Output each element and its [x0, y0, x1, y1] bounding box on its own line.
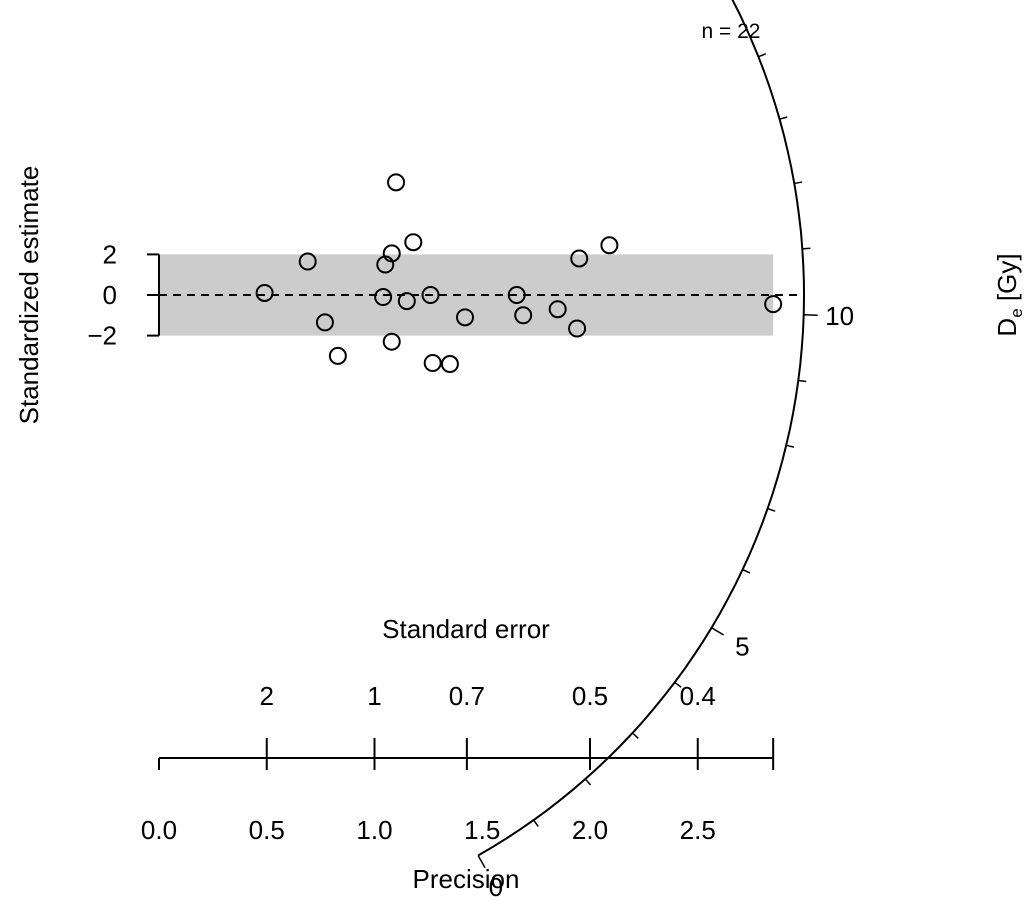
z-axis-major-tick	[711, 627, 724, 636]
precision-tick-label: 0.0	[141, 815, 177, 845]
data-point	[328, 346, 347, 365]
precision-tick-label: 0.5	[249, 815, 285, 845]
z-tick-label: 0	[489, 872, 503, 902]
data-point	[764, 295, 783, 314]
data-point	[423, 354, 442, 373]
z-axis-arc	[477, 0, 806, 857]
data-point	[404, 233, 423, 252]
precision-tick-label: 2.0	[572, 815, 608, 845]
data-point	[440, 355, 459, 374]
data-point	[255, 283, 274, 302]
z-tick-label: 5	[735, 631, 749, 661]
data-point	[507, 286, 526, 304]
y-tick-label: −2	[87, 321, 117, 351]
data-point	[382, 244, 401, 263]
z-axis-minor-tick	[802, 247, 811, 250]
data-point	[600, 236, 619, 255]
precision-tick-label: 1.5	[464, 815, 500, 845]
standard-error-tick-label: 0.4	[680, 681, 716, 711]
z-axis-title-main: D	[992, 318, 1022, 337]
precision-tick-label: 2.5	[680, 815, 716, 845]
n-label: n = 22	[702, 20, 761, 43]
data-point	[514, 306, 533, 325]
z-axis-major-tick	[477, 855, 486, 869]
data-point	[548, 300, 567, 319]
z-axis-minor-tick	[584, 778, 592, 786]
z-axis-title-subscript: e	[1007, 308, 1026, 317]
standard-error-tick-label: 0.7	[449, 681, 485, 711]
standard-error-tick-label: 0.5	[572, 681, 608, 711]
data-point	[421, 286, 440, 304]
standard-error-tick-label: 2	[260, 681, 274, 711]
z-axis-minor-tick	[798, 379, 807, 383]
data-point	[397, 292, 416, 311]
y-axis-title: Standardized estimate	[14, 166, 44, 425]
z-axis-minor-tick	[674, 681, 682, 688]
z-axis-minor-tick	[779, 116, 788, 120]
z-axis-minor-tick	[742, 568, 751, 574]
data-point	[315, 313, 334, 332]
data-point	[298, 252, 317, 271]
standard-error-tick-label: 1	[367, 681, 381, 711]
z-tick-label: 10	[825, 301, 854, 331]
z-axis-title-unit: [Gy]	[992, 253, 1022, 308]
precision-tick-label: 1.0	[356, 815, 392, 845]
y-tick-label: 2	[103, 239, 117, 269]
standard-error-title: Standard error	[382, 614, 550, 644]
data-point	[568, 319, 587, 338]
z-axis-minor-tick	[631, 732, 639, 739]
data-point	[382, 332, 401, 351]
z-axis-minor-tick	[758, 53, 767, 58]
data-point	[456, 308, 475, 327]
precision-title: Precision	[413, 864, 520, 894]
y-tick-label: 0	[103, 280, 117, 310]
data-point	[374, 288, 393, 307]
data-point	[387, 173, 406, 192]
data-point	[570, 249, 589, 268]
z-axis-minor-tick	[767, 507, 776, 512]
z-axis-minor-tick	[794, 181, 803, 185]
z-axis-minor-tick	[786, 444, 795, 448]
z-axis-title: De [Gy]	[992, 253, 1026, 336]
z-axis-minor-tick	[533, 819, 539, 827]
